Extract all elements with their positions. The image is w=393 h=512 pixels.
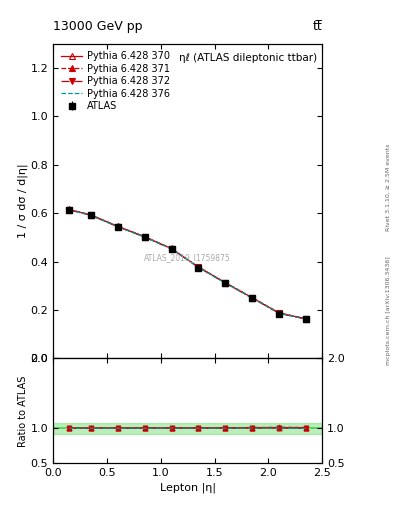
Pythia 6.428 376: [169, 246, 174, 252]
Pythia 6.428 372: [115, 224, 120, 230]
Text: tt̅: tt̅: [312, 20, 322, 33]
Pythia 6.428 371: [115, 223, 120, 229]
Pythia 6.428 370: [67, 207, 72, 213]
Pythia 6.428 376: [277, 310, 281, 316]
Pythia 6.428 371: [277, 310, 281, 316]
Pythia 6.428 370: [169, 246, 174, 252]
Text: ATLAS_2019_I1759875: ATLAS_2019_I1759875: [144, 253, 231, 262]
Pythia 6.428 371: [67, 206, 72, 212]
Pythia 6.428 372: [250, 295, 255, 301]
Bar: [53, 423, 322, 434]
Pythia 6.428 376: [223, 280, 228, 286]
Pythia 6.428 376: [250, 295, 255, 301]
Text: mcplots.cern.ch [arXiv:1306.3436]: mcplots.cern.ch [arXiv:1306.3436]: [386, 256, 391, 365]
Pythia 6.428 370: [196, 264, 201, 270]
Pythia 6.428 371: [169, 245, 174, 251]
Pythia 6.428 371: [250, 294, 255, 301]
Text: Rivet 3.1.10, ≥ 2.5M events: Rivet 3.1.10, ≥ 2.5M events: [386, 143, 391, 231]
Pythia 6.428 370: [304, 316, 309, 322]
Pythia 6.428 376: [196, 264, 201, 270]
Pythia 6.428 370: [142, 234, 147, 240]
Pythia 6.428 376: [88, 212, 93, 218]
Pythia 6.428 372: [277, 310, 281, 316]
Pythia 6.428 372: [196, 264, 201, 270]
Y-axis label: 1 / σ dσ / d|η|: 1 / σ dσ / d|η|: [17, 164, 28, 238]
Pythia 6.428 376: [67, 207, 72, 213]
Pythia 6.428 372: [67, 207, 72, 213]
Pythia 6.428 371: [88, 211, 93, 218]
Pythia 6.428 372: [304, 316, 309, 322]
Pythia 6.428 376: [142, 234, 147, 240]
Pythia 6.428 376: [304, 316, 309, 322]
Text: ηℓ (ATLAS dileptonic ttbar): ηℓ (ATLAS dileptonic ttbar): [179, 53, 317, 63]
Pythia 6.428 372: [169, 246, 174, 252]
Pythia 6.428 371: [304, 315, 309, 322]
Legend: Pythia 6.428 370, Pythia 6.428 371, Pythia 6.428 372, Pythia 6.428 376, ATLAS: Pythia 6.428 370, Pythia 6.428 371, Pyth…: [58, 48, 173, 114]
Pythia 6.428 371: [196, 264, 201, 270]
Text: 13000 GeV pp: 13000 GeV pp: [53, 20, 143, 33]
Pythia 6.428 370: [88, 212, 93, 218]
Line: Pythia 6.428 376: Pythia 6.428 376: [69, 210, 306, 319]
Pythia 6.428 371: [223, 280, 228, 286]
X-axis label: Lepton |η|: Lepton |η|: [160, 482, 216, 493]
Y-axis label: Ratio to ATLAS: Ratio to ATLAS: [18, 375, 28, 446]
Pythia 6.428 372: [142, 234, 147, 240]
Pythia 6.428 370: [115, 223, 120, 229]
Pythia 6.428 376: [115, 224, 120, 230]
Pythia 6.428 370: [223, 280, 228, 286]
Line: Pythia 6.428 371: Pythia 6.428 371: [66, 207, 309, 322]
Pythia 6.428 370: [277, 310, 281, 316]
Pythia 6.428 372: [88, 212, 93, 218]
Pythia 6.428 371: [142, 233, 147, 240]
Pythia 6.428 370: [250, 295, 255, 301]
Line: Pythia 6.428 372: Pythia 6.428 372: [66, 207, 309, 322]
Pythia 6.428 372: [223, 280, 228, 286]
Line: Pythia 6.428 370: Pythia 6.428 370: [66, 207, 309, 322]
